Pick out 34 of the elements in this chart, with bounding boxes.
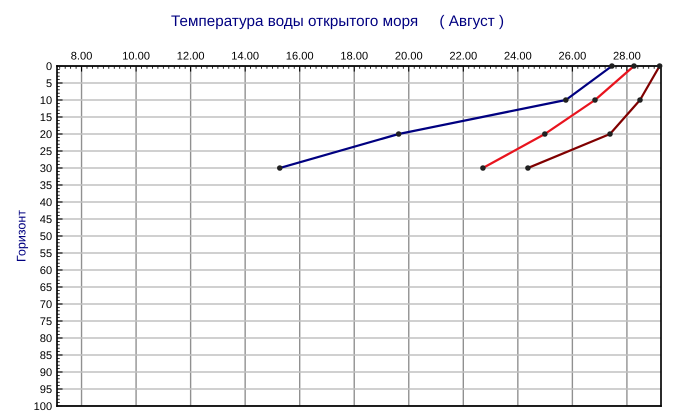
y-tick-label: 50 xyxy=(40,232,52,240)
x-tick-label: 28.00 xyxy=(614,52,640,60)
chart-title: Температура воды открытого моря ( Август ) xyxy=(171,14,504,30)
x-tick-label: 24.00 xyxy=(504,52,532,60)
y-tick-label: 40 xyxy=(40,198,52,206)
y-tick-label: 5 xyxy=(46,79,52,88)
x-tick-label: 22.00 xyxy=(450,52,477,60)
y-tick-label: 70 xyxy=(40,300,52,308)
x-tick-label: 16.00 xyxy=(286,52,314,60)
y-tick-label: 75 xyxy=(40,317,52,326)
y-tick-label: 20 xyxy=(40,130,52,138)
y-tick-label: 10 xyxy=(40,96,52,104)
y-tick-label: 25 xyxy=(40,147,52,156)
x-tick-label: 18.00 xyxy=(341,52,368,60)
y-tick-label: 95 xyxy=(40,385,52,394)
y-tick-label: 60 xyxy=(40,266,52,274)
y-tick-label: 90 xyxy=(40,368,52,376)
y-tick-label: 55 xyxy=(40,249,52,258)
x-tick-label: 8.00 xyxy=(71,52,92,60)
y-tick-label: 45 xyxy=(40,215,52,224)
y-tick-label: 0 xyxy=(46,62,52,70)
y-tick-label: 35 xyxy=(40,181,52,190)
y-tick-label: 65 xyxy=(40,283,52,292)
y-tick-label: 85 xyxy=(40,351,52,360)
y-axis-title: Горизонт xyxy=(16,210,28,261)
y-tick-label: 80 xyxy=(40,334,52,342)
x-tick-label: 10.00 xyxy=(123,52,150,60)
y-tick-label: 100 xyxy=(34,402,52,410)
x-tick-label: 12.00 xyxy=(178,52,204,60)
x-tick-label: 20.00 xyxy=(395,52,422,60)
x-tick-label: 14.00 xyxy=(232,52,259,60)
x-tick-label: 26.00 xyxy=(559,52,586,60)
y-tick-label: 30 xyxy=(40,164,52,172)
y-tick-label: 15 xyxy=(40,113,52,122)
